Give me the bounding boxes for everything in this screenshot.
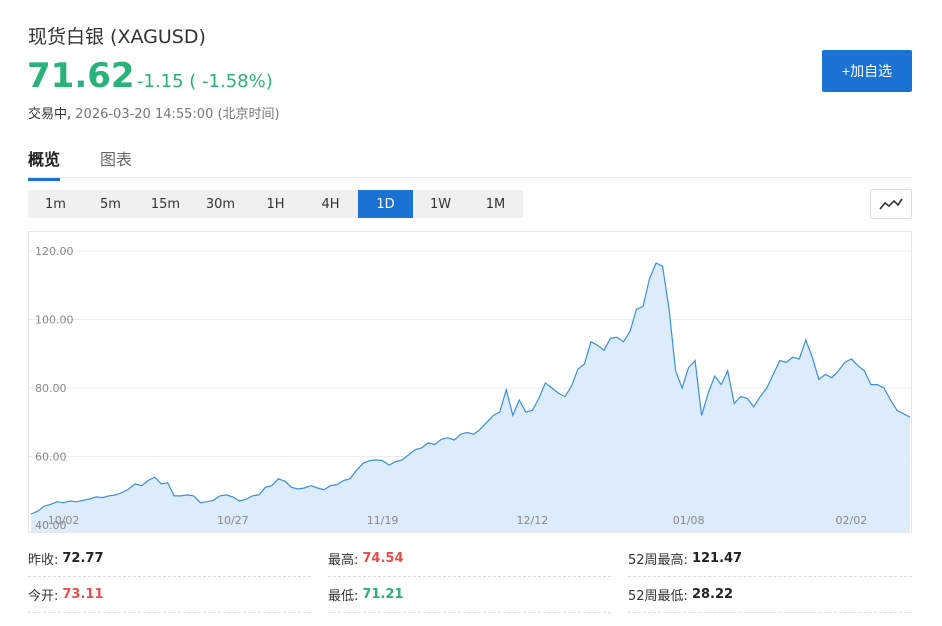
stat-low: 最低: 71.21 (328, 576, 611, 613)
range-5m[interactable]: 5m (100, 196, 121, 212)
stat-52w-high: 52周最高: 121.47 (628, 540, 912, 577)
stat-value: 121.47 (691, 550, 743, 566)
range-1mo[interactable]: 1M (485, 196, 506, 212)
stat-label: 最高: (328, 552, 359, 568)
stat-value: 28.22 (691, 586, 734, 602)
stat-52w-low: 52周最低: 28.22 (628, 576, 912, 613)
tab-chart[interactable]: 图表 (100, 150, 133, 169)
tab-bar: 概览 图表 (28, 144, 912, 181)
y-tick-label: 40.00 (35, 519, 67, 532)
stat-label: 52周最高: (628, 552, 688, 568)
x-tick-label: 02/02 (836, 514, 868, 527)
range-selector: 1m 5m 15m 30m 1H 4H 1D 1W 1M (28, 190, 523, 218)
tab-overview[interactable]: 概览 (28, 146, 61, 181)
y-tick-label: 100.00 (35, 314, 74, 327)
trade-status: 交易中, 2026-03-20 14:55:00 (北京时间) (28, 103, 280, 122)
stat-label: 52周最低: (628, 588, 688, 604)
x-tick-label: 01/08 (673, 514, 705, 527)
stat-label: 昨收: (28, 552, 59, 568)
range-1h[interactable]: 1H (266, 196, 285, 212)
range-4h[interactable]: 4H (321, 196, 340, 212)
stat-high: 最高: 74.54 (328, 540, 611, 577)
x-tick-label: 10/27 (217, 514, 249, 527)
price-chart: 40.00 60.00 80.00 100.00 120.00 10/02 10/27 11/… (28, 231, 912, 533)
range-1w[interactable]: 1W (429, 196, 452, 212)
range-1d[interactable]: 1D (358, 190, 413, 218)
y-tick-label: 60.00 (35, 451, 67, 464)
current-price: 71.62 (27, 56, 135, 96)
chart-type-button[interactable] (870, 189, 912, 219)
x-tick-label: 11/19 (367, 514, 399, 527)
stat-label: 今开: (28, 588, 59, 604)
page-title: 现货白银 (XAGUSD) (28, 26, 206, 48)
price-line (30, 262, 911, 515)
add-watchlist-button[interactable]: +加自选 (822, 50, 912, 92)
y-tick-label: 80.00 (35, 382, 67, 395)
stat-value: 71.21 (362, 586, 404, 602)
stat-value: 74.54 (362, 550, 404, 566)
stat-value: 72.77 (62, 550, 104, 566)
x-tick-label: 10/02 (48, 514, 80, 527)
range-15m[interactable]: 15m (150, 196, 181, 212)
x-tick-label: 12/12 (517, 514, 549, 527)
range-1m[interactable]: 1m (45, 196, 66, 212)
stat-prev-close: 昨收: 72.77 (28, 540, 311, 577)
stat-open: 今开: 73.11 (28, 576, 311, 613)
price-change: -1.15 ( -1.58%) (137, 71, 273, 92)
range-30m[interactable]: 30m (205, 196, 236, 212)
trade-time: 2026-03-20 14:55:00 (北京时间) (75, 107, 280, 122)
line-chart-icon (879, 198, 903, 210)
stat-value: 73.11 (62, 586, 104, 602)
y-tick-label: 120.00 (35, 245, 74, 258)
trade-state: 交易中, (28, 107, 72, 122)
price-area (31, 263, 910, 532)
stat-label: 最低: (328, 588, 359, 604)
chart-canvas: 40.00 60.00 80.00 100.00 120.00 10/02 10/27 11/… (29, 245, 911, 532)
